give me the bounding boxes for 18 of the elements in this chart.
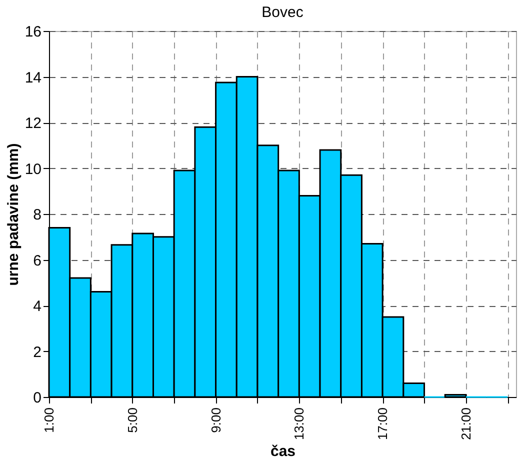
x-tick-label: 17:00	[375, 408, 390, 440]
y-tick-label: 8	[33, 206, 42, 224]
x-tick-label: 5:00	[124, 408, 140, 433]
x-tick-label: 21:00	[458, 408, 474, 440]
chart-title: Bovec	[262, 4, 304, 21]
y-tick-label: 0	[33, 390, 42, 406]
y-tick-label: 6	[33, 252, 42, 270]
y-tick-label: 12	[24, 115, 42, 132]
y-tick-label: 14	[24, 69, 42, 86]
x-tick-label: 9:00	[208, 408, 224, 433]
y-tick-label: 10	[24, 160, 42, 178]
x-axis-title: čas	[270, 443, 296, 460]
x-tick-label: 1:00	[42, 408, 56, 433]
y-tick-label: 16	[24, 24, 42, 40]
y-tick-label: 2	[33, 344, 42, 361]
y-axis-title: urne padavine (mm)	[4, 143, 22, 286]
x-tick-label: 13:00	[292, 408, 307, 440]
y-tick-label: 4	[33, 298, 42, 315]
